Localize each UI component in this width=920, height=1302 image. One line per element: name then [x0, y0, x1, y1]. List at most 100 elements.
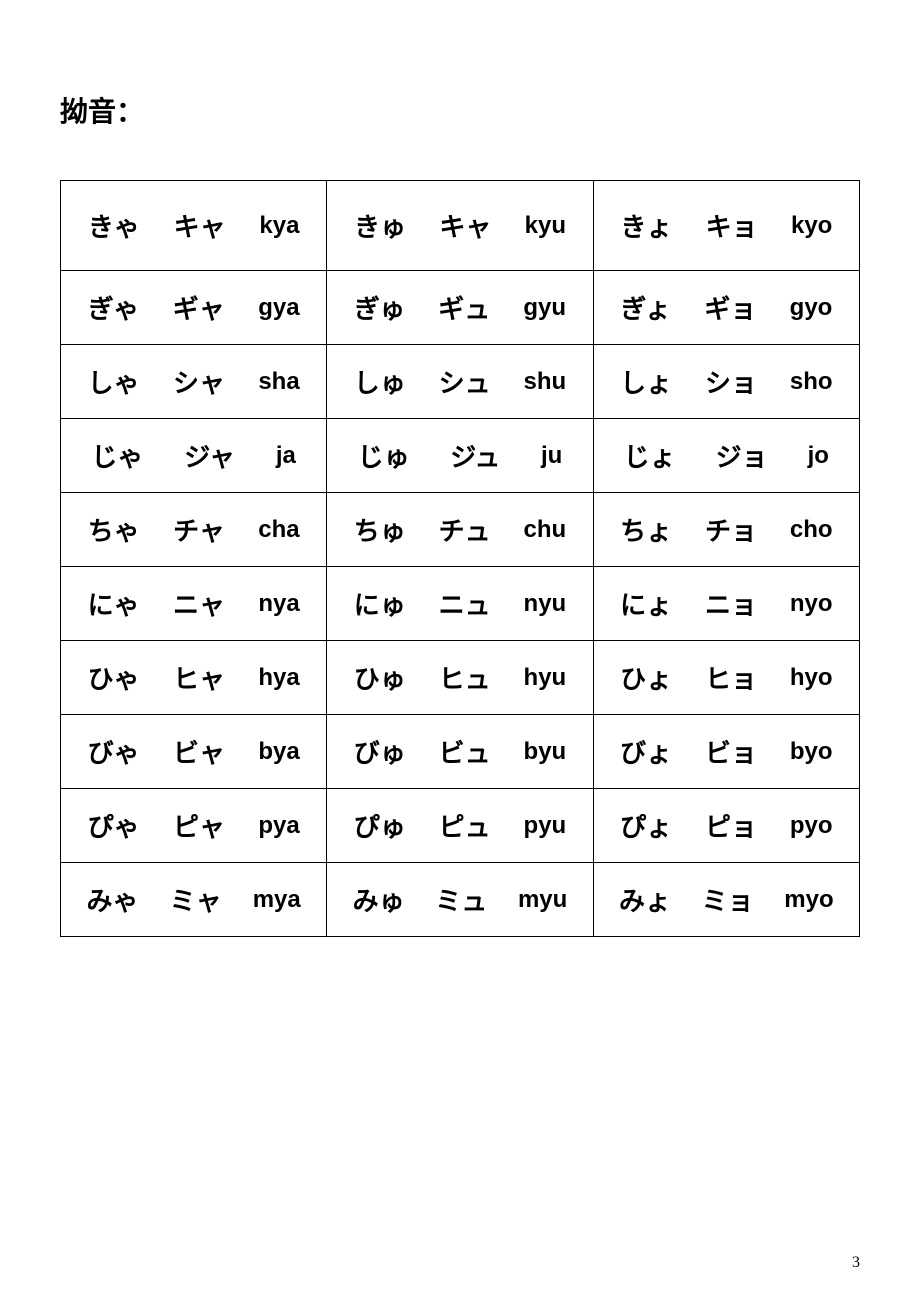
cell-content: びゅビュbyu [327, 733, 592, 770]
katakana-text: ショ [705, 363, 757, 400]
katakana-text: ジョ [716, 437, 768, 474]
katakana-text: ミャ [170, 881, 222, 918]
hiragana-text: ちゃ [88, 511, 140, 548]
table-cell: ぎゃギャgya [61, 271, 327, 345]
table-row: ひゃヒャhyaひゅヒュhyuひょヒョhyo [61, 641, 860, 715]
cell-content: びょビョbyo [594, 733, 859, 770]
hiragana-text: じょ [624, 437, 676, 474]
table-row: びゃビャbyaびゅビュbyuびょビョbyo [61, 715, 860, 789]
cell-content: ひゅヒュ hyu [327, 659, 592, 696]
table-cell: きゃキャkya [61, 181, 327, 271]
table-cell: ひょヒョhyo [593, 641, 859, 715]
cell-content: みゅミュmyu [327, 881, 592, 918]
table-body: きゃキャkyaきゅキャkyuきょキョkyoぎゃギャgyaぎゅギュgyuぎょギョg… [61, 181, 860, 937]
hiragana-text: ちゅ [354, 511, 406, 548]
romaji-text: mya [253, 886, 301, 914]
katakana-text: ヒュ [439, 659, 491, 696]
hiragana-text: びゅ [354, 733, 406, 770]
table-row: じゃジャja じゅ ジュ ju じょ ジョ jo [61, 419, 860, 493]
hiragana-text: にょ [620, 585, 672, 622]
table-cell: びょビョbyo [593, 715, 859, 789]
table-cell: ひゃヒャhya [61, 641, 327, 715]
cell-content: ぴゃピャpya [61, 807, 326, 844]
table-cell: にょニョnyo [593, 567, 859, 641]
table-row: にゃニャnyaにゅニュnyuにょニョnyo [61, 567, 860, 641]
hiragana-text: びゃ [88, 733, 140, 770]
katakana-text: ジュ [450, 437, 500, 474]
table-cell: じゃジャja [61, 419, 327, 493]
cell-content: きゃキャkya [61, 207, 326, 244]
romaji-text: myo [784, 886, 833, 914]
katakana-text: ギャ [173, 289, 225, 326]
romaji-text: hyu [524, 664, 567, 692]
katakana-text: シャ [173, 363, 225, 400]
table-cell: ぴゅピュpyu [327, 789, 593, 863]
hiragana-text: しゅ [354, 363, 406, 400]
romaji-text: kyo [791, 212, 832, 240]
hiragana-text: ひゅ [354, 659, 406, 696]
cell-content: にゅニュnyu [327, 585, 592, 622]
katakana-text: キョ [706, 207, 758, 244]
cell-content: きゅキャkyu [327, 207, 592, 244]
table-cell: みょミョmyo [593, 863, 859, 937]
cell-content: ぎゃギャgya [61, 289, 326, 326]
romaji-text: hya [258, 664, 299, 692]
katakana-text: ニョ [705, 585, 757, 622]
katakana-text: ジャ [184, 437, 235, 474]
romaji-text: sha [258, 368, 299, 396]
cell-content: ぎゅギュgyu [327, 289, 592, 326]
table-row: しゃシャ sha しゅシュ shu しょショsho [61, 345, 860, 419]
romaji-text: ju [541, 442, 562, 470]
table-cell: びゅビュbyu [327, 715, 593, 789]
table-cell: ぴゃピャpya [61, 789, 327, 863]
romaji-text: shu [524, 368, 567, 396]
hiragana-text: にゃ [88, 585, 140, 622]
cell-content: ちゃチャcha [61, 511, 326, 548]
cell-content: ひょヒョhyo [594, 659, 859, 696]
table-row: ぎゃギャgyaぎゅギュgyuぎょギョgyo [61, 271, 860, 345]
hiragana-text: ぴゃ [88, 807, 140, 844]
table-cell: ひゅヒュ hyu [327, 641, 593, 715]
table-cell: しゅシュ shu [327, 345, 593, 419]
section-title: 拗音： [60, 90, 860, 130]
table-row: みゃミャmyaみゅミュmyuみょミョmyo [61, 863, 860, 937]
hiragana-text: ぎゃ [88, 289, 139, 326]
romaji-text: kya [259, 212, 299, 240]
hiragana-text: ひょ [620, 659, 672, 696]
table-cell: びゃビャbya [61, 715, 327, 789]
katakana-text: ヒャ [173, 659, 225, 696]
cell-content: きょキョkyo [594, 207, 859, 244]
romaji-text: kyu [525, 212, 566, 240]
table-cell: しゃシャ sha [61, 345, 327, 419]
katakana-text: ピョ [705, 807, 757, 844]
cell-content: にゃニャnya [61, 585, 326, 622]
katakana-text: ヒョ [705, 659, 757, 696]
katakana-text: キャ [174, 207, 226, 244]
katakana-text: シュ [439, 363, 491, 400]
cell-content: みょミョmyo [594, 881, 859, 918]
table-cell: ぎょギョgyo [593, 271, 859, 345]
romaji-text: byo [790, 738, 833, 766]
romaji-text: pyo [790, 812, 833, 840]
romaji-text: byu [524, 738, 567, 766]
cell-content: ぴょピョpyo [594, 807, 859, 844]
table-cell: しょショsho [593, 345, 859, 419]
romaji-text: jo [808, 442, 829, 470]
hiragana-text: びょ [620, 733, 672, 770]
cell-content: みゃミャmya [61, 881, 326, 918]
romaji-text: gyu [523, 294, 566, 322]
youon-table: きゃキャkyaきゅキャkyuきょキョkyoぎゃギャgyaぎゅギュgyuぎょギョg… [60, 180, 860, 937]
katakana-text: ミュ [435, 881, 487, 918]
katakana-text: ビャ [173, 733, 225, 770]
hiragana-text: しゃ [88, 363, 140, 400]
table-row: ちゃチャchaちゅチュchuちょチョcho [61, 493, 860, 567]
hiragana-text: じゅ [358, 437, 410, 474]
cell-content: しゃシャ sha [61, 363, 326, 400]
katakana-text: ニュ [439, 585, 491, 622]
katakana-text: ピャ [173, 807, 225, 844]
cell-content: ぎょギョgyo [594, 289, 859, 326]
cell-content: じゃジャja [61, 437, 326, 474]
cell-content: しょショsho [594, 363, 859, 400]
romaji-text: nyu [524, 590, 567, 618]
page-number: 3 [852, 1254, 860, 1272]
